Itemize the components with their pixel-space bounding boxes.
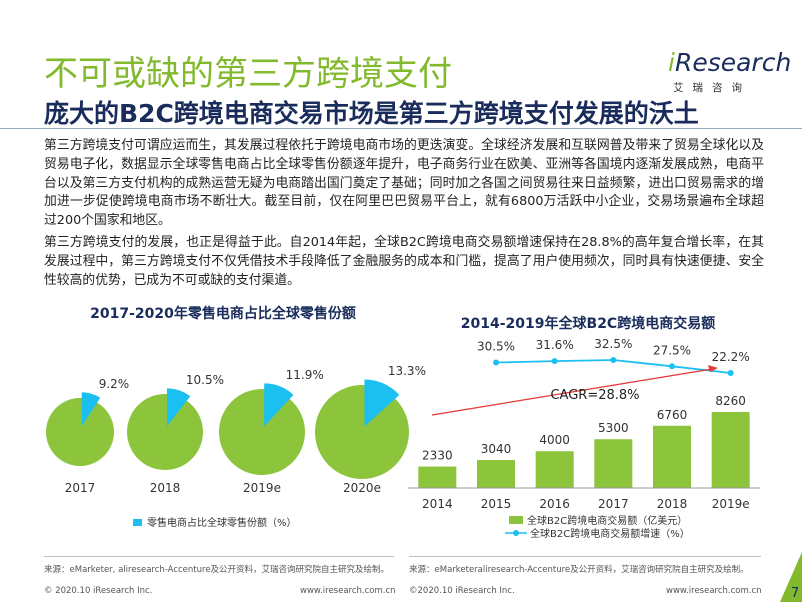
cagr-annotation: CAGR=28.8% [550,388,639,403]
pie-2018-category-label: 2018 [150,481,181,495]
pie-2019e-category-label: 2019e [243,481,281,495]
footer-divider-left [44,556,394,557]
bar-2019e-category-label: 2019e [712,497,750,511]
pie-2017-slice [81,392,101,427]
pie-2020e-slice [364,379,400,427]
bar-2014-value-label: 2330 [422,449,453,463]
growth-label-2019e: 22.2% [712,350,750,364]
page-badge: 7 [780,552,802,602]
bar-2017-category-label: 2017 [598,497,629,511]
header-rule [0,128,802,129]
page-badge-shape [780,552,802,602]
url-right: www.iresearch.com.cn [666,586,762,596]
footer-divider-right [409,556,761,557]
bar-x-tick-labels: 2014 2015 2016 2017 2018 2019e [422,497,750,511]
pie-chart-title: 2017-2020年零售电商占比全球零售份额 [90,305,356,322]
source-right: 来源：eMarketeraliresearch-Accenture及公开资料，艾… [409,565,749,575]
pie-2017-category-label: 2017 [65,481,96,495]
bar-2017-value-label: 5300 [598,421,629,435]
cagr-arrow-head [708,365,718,372]
pie-2019e-base [219,389,305,475]
bar-2014-category-label: 2014 [422,497,453,511]
bar-chart-title: 2014-2019年全球B2C跨境电商交易额 [461,315,715,332]
cagr-arrow-line [431,368,713,416]
bar-2015-category-label: 2015 [481,497,512,511]
logo-i: i [668,48,675,77]
bar-2015-value-label: 3040 [481,442,512,456]
intro-paragraph: 第三方跨境支付可谓应运而生，其发展过程依托于跨境电商市场的更迭演变。全球经济发展… [44,138,764,229]
growth-rate-line: 30.5% 31.6% 32.5% 27.5% 22.2% [477,337,750,376]
pie-legend-label: 零售电商占比全球零售份额（%） [147,516,297,529]
copyright-left: © 2020.10 iResearch Inc. [44,586,153,596]
bar-2018 [653,425,691,488]
bar-2017 [594,439,633,488]
bar-2016 [535,451,574,488]
bar-legend-swatch-amount [509,516,523,524]
bar-2019e [711,412,750,488]
growth-point-2015 [493,359,499,366]
bar-2018-category-label: 2018 [657,497,688,511]
pie-2018-value-label: 10.5% [186,373,224,387]
bar-legend-amount: 全球B2C跨境电商交易额（亿美元） [527,514,687,527]
logo-subtitle: 艾瑞咨询 [673,82,751,94]
bar-2014 [418,466,457,488]
pie-2018-base [127,394,203,470]
bar-2016-value-label: 4000 [539,433,570,447]
pie-charts: 9.2% 2017 10.5% 2018 11.9% 2019e 13.3% 2020e [46,364,426,495]
growth-point-2017 [610,357,617,363]
bar-legend-growth: 全球B2C跨境电商交易额增速（%） [530,527,690,540]
bar-legend-marker-growth [513,530,519,536]
growth-label-2018: 27.5% [653,343,691,357]
growth-point-2018 [669,363,675,370]
pie-2019e-value-label: 11.9% [286,368,324,382]
iresearch-logo: iResearch [668,48,791,77]
logo-text: Research [674,48,792,77]
copyright-right: ©2020.10 iResearch Inc. [409,586,515,596]
growth-point-2016 [551,358,558,365]
development-paragraph: 第三方跨境支付的发展，也正是得益于此。自2014年起，全球B2C跨境电商交易额增… [44,235,764,288]
source-left: 来源：eMarketer, aliresearch-Accenture及公开资料… [44,565,390,575]
bar-2016-category-label: 2016 [539,497,570,511]
pie-2018-slice [166,388,191,427]
bar-2018-value-label: 6760 [657,408,688,422]
pie-2019e-slice [264,383,294,427]
page-number: 7 [791,586,799,601]
bar-2019e-value-label: 8260 [715,394,746,408]
growth-label-2016: 31.6% [536,338,574,352]
pie-2020e-category-label: 2020e [343,481,381,495]
growth-label-2015: 30.5% [477,340,515,354]
pie-2020e-value-label: 13.3% [388,364,426,378]
bar-chart: 2330 3040 4000 5300 6760 8260 [418,394,750,488]
page-title: 不可或缺的第三方跨境支付 [44,54,452,94]
pie-2017-value-label: 9.2% [99,377,130,391]
page-subtitle: 庞大的B2C跨境电商交易市场是第三方跨境支付发展的沃土 [44,99,699,128]
pie-2017-base [46,398,114,466]
pie-legend-swatch [133,519,142,526]
pie-2020e-base [315,385,409,479]
growth-point-2019e [727,370,734,376]
bar-2015 [477,460,515,488]
growth-label-2017: 32.5% [594,337,632,351]
url-left: www.iresearch.com.cn [300,586,396,596]
